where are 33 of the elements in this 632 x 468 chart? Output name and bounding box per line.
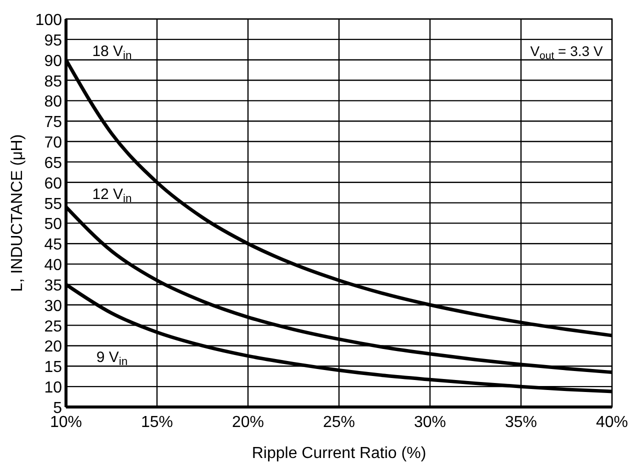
x-tick-label: 15% [140, 414, 174, 431]
series-label: 9 V$_{in}$ [96, 349, 128, 368]
x-axis-title: Ripple Current Ratio (%) [252, 445, 426, 462]
y-tick-label: 30 [44, 298, 62, 315]
y-tick-label: 5 [53, 400, 62, 417]
y-tick-label: 40 [44, 257, 62, 274]
y-tick-label: 60 [44, 175, 62, 192]
y-axis-title: L, INDUCTANCE (μH) [9, 134, 26, 292]
x-tick-label: 40% [596, 414, 628, 431]
y-tick-label: 95 [44, 32, 62, 50]
y-tick-label: 45 [44, 236, 62, 254]
x-tick-label: 20% [232, 414, 264, 431]
x-tick-label: 25% [322, 414, 356, 431]
y-tick-label: 90 [44, 52, 62, 70]
y-tick-label: 65 [44, 154, 62, 172]
x-tick-label: 30% [414, 414, 446, 431]
y-tick-label: 70 [44, 134, 62, 152]
y-tick-label: 100 [35, 12, 62, 29]
y-tick-label: 20 [44, 338, 62, 356]
y-tick-label: 55 [44, 196, 62, 213]
y-tick-label: 80 [44, 94, 62, 111]
y-tick-label: 15 [44, 359, 62, 376]
y-tick-label: 25 [44, 318, 62, 336]
x-tick-label: 35% [504, 414, 538, 431]
series-label: 12 V$_{in}$ [92, 186, 132, 206]
y-tick-label: 50 [44, 216, 62, 234]
y-tick-label: 85 [44, 73, 62, 90]
y-tick-label: 10 [44, 380, 62, 397]
x-tick-label: 10% [50, 414, 82, 431]
series-label: 18 V$_{in}$ [92, 42, 132, 62]
annotation: V$_{out}$ = 3.3 V [530, 42, 604, 62]
y-tick-label: 35 [44, 277, 62, 294]
y-tick-label: 75 [44, 114, 62, 132]
